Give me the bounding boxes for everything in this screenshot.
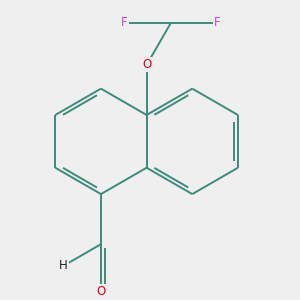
Text: H: H	[59, 259, 68, 272]
Text: O: O	[96, 285, 106, 298]
Text: F: F	[214, 16, 220, 29]
Text: F: F	[121, 16, 128, 29]
Text: O: O	[142, 58, 151, 71]
